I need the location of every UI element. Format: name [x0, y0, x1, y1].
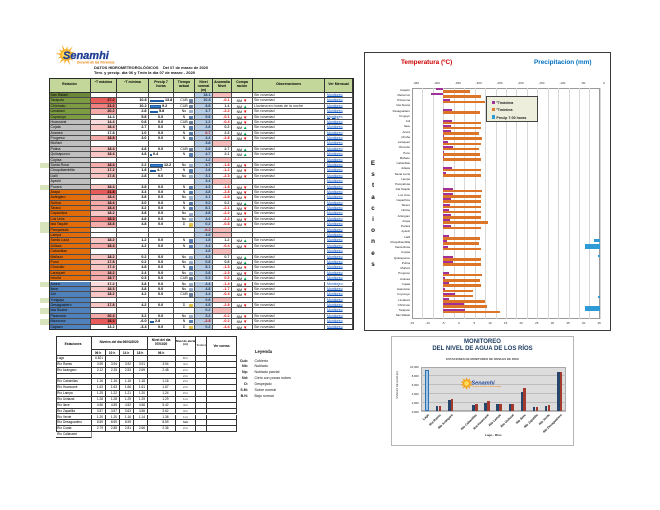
svg-text:Servicio Nacional de Meteorolo: Servicio Nacional de Meteorologia	[472, 385, 501, 388]
svg-text:Senamhi: Senamhi	[63, 50, 110, 62]
svg-text:Senamhi: Senamhi	[471, 380, 495, 386]
svg-text:Decenio de las Personas: Decenio de las Personas	[77, 61, 115, 65]
